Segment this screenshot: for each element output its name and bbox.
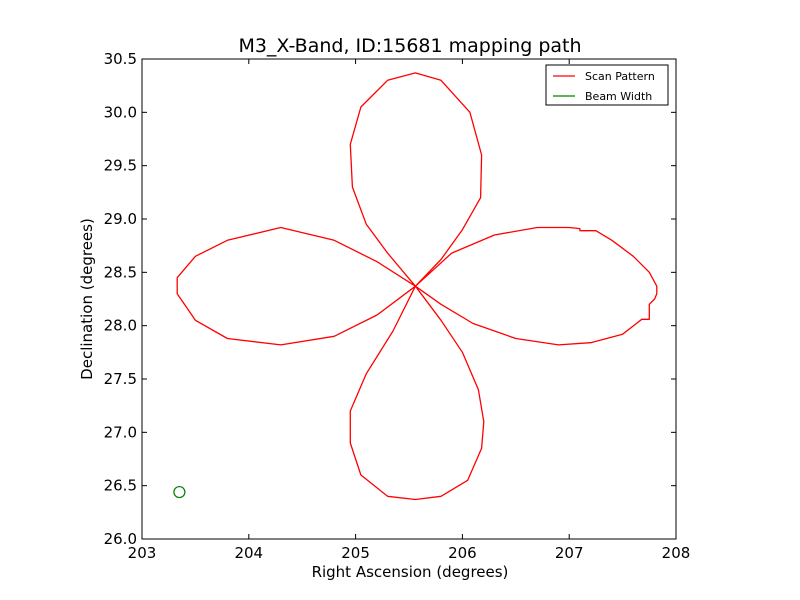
x-tick-label: 203 <box>128 544 157 562</box>
y-tick-label: 30.0 <box>104 103 137 121</box>
legend-beam-width-label: Beam Width <box>585 90 652 103</box>
x-tick-label: 207 <box>555 544 584 562</box>
y-tick-label: 30.5 <box>104 50 137 68</box>
x-tick-label: 206 <box>448 544 477 562</box>
legend-scan-pattern-label: Scan Pattern <box>585 70 655 83</box>
plot-area: 203 204 205 206 207 208 26.0 26.5 27.0 27.5 28.0 28… <box>104 50 691 562</box>
beam-width-marker <box>173 485 186 499</box>
scan-pattern-line <box>176 72 658 501</box>
x-tick-label: 208 <box>662 544 691 562</box>
y-tick-label: 27.5 <box>104 370 137 388</box>
legend-box <box>545 64 669 106</box>
y-tick-label: 27.0 <box>104 423 137 441</box>
chart-title: M3_X-Band, ID:15681 mapping path <box>238 35 581 57</box>
y-tick-label: 26.5 <box>104 477 137 495</box>
y-tick-label: 28.0 <box>104 317 137 335</box>
legend: Scan Pattern Beam Width <box>545 64 669 106</box>
x-tick-label: 205 <box>341 544 370 562</box>
y-tick-label: 28.5 <box>104 263 137 281</box>
x-axis-label: Right Ascension (degrees) <box>312 563 509 581</box>
y-tick-label: 29.0 <box>104 210 137 228</box>
y-tick-label: 29.5 <box>104 157 137 175</box>
y-tick-label: 26.0 <box>104 530 137 548</box>
y-axis-label: Declination (degrees) <box>78 218 96 380</box>
x-tick-label: 204 <box>234 544 263 562</box>
